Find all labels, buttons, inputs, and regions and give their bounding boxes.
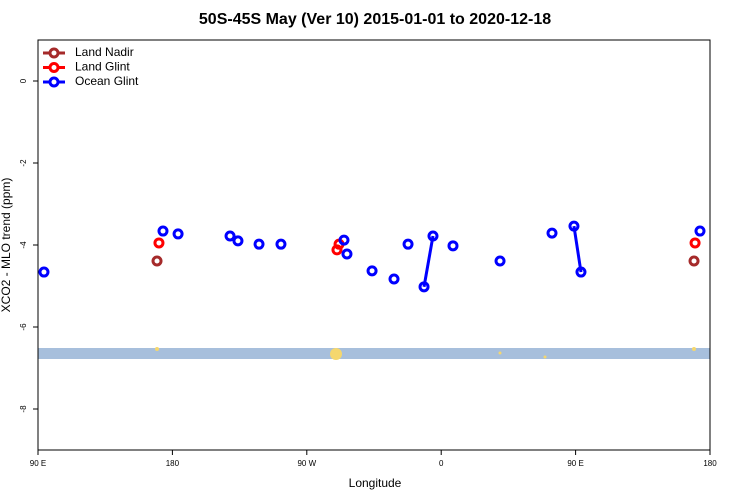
data-point (388, 273, 400, 285)
y-tick-label: -8 (19, 405, 28, 413)
data-point (688, 255, 700, 267)
data-point (224, 230, 236, 242)
data-point (172, 228, 184, 240)
data-point (418, 281, 430, 293)
band-marker (543, 355, 547, 359)
x-tick-label: 180 (166, 459, 180, 468)
legend-marker (48, 47, 60, 59)
coverage-band (38, 348, 710, 359)
data-point (447, 240, 459, 252)
x-tick-label: 0 (439, 459, 444, 468)
data-point (568, 220, 580, 232)
chart-title: 50S-45S May (Ver 10) 2015-01-01 to 2020-… (199, 11, 551, 28)
data-point (694, 225, 706, 237)
band-marker (330, 348, 342, 360)
data-point (341, 248, 353, 260)
band-marker (155, 347, 159, 351)
x-tick-label: 90 W (297, 459, 316, 468)
data-point (366, 265, 378, 277)
data-point (275, 238, 287, 250)
data-point (546, 227, 558, 239)
data-point (402, 238, 414, 250)
x-axis-label: Longitude (349, 476, 402, 490)
band-marker (498, 351, 502, 355)
x-tick-label: 180 (703, 459, 717, 468)
legend-label: Ocean Glint (75, 74, 139, 88)
legend-marker (48, 62, 60, 73)
band-marker (692, 347, 696, 351)
x-tick-label: 90 E (567, 459, 583, 468)
data-point (253, 238, 265, 250)
legend-label: Land Glint (75, 60, 130, 74)
data-point (427, 230, 439, 242)
data-point (575, 266, 587, 278)
data-point (38, 266, 50, 278)
y-axis-label: XCO2 - MLO trend (ppm) (0, 178, 13, 313)
data-point (338, 234, 350, 246)
legend-marker (48, 76, 60, 88)
y-tick-label: -6 (19, 323, 28, 331)
data-point (494, 255, 506, 267)
data-point (157, 225, 169, 237)
data-point (151, 255, 163, 267)
data-point (689, 237, 701, 249)
series-line (572, 225, 583, 273)
series-line (422, 235, 435, 288)
legend-label: Land Nadir (75, 45, 134, 59)
y-tick-label: -4 (19, 241, 28, 249)
y-tick-label: 0 (19, 78, 28, 83)
x-tick-label: 90 E (30, 459, 46, 468)
y-tick-label: -2 (19, 159, 28, 167)
data-point (232, 235, 244, 247)
data-point (153, 237, 165, 249)
